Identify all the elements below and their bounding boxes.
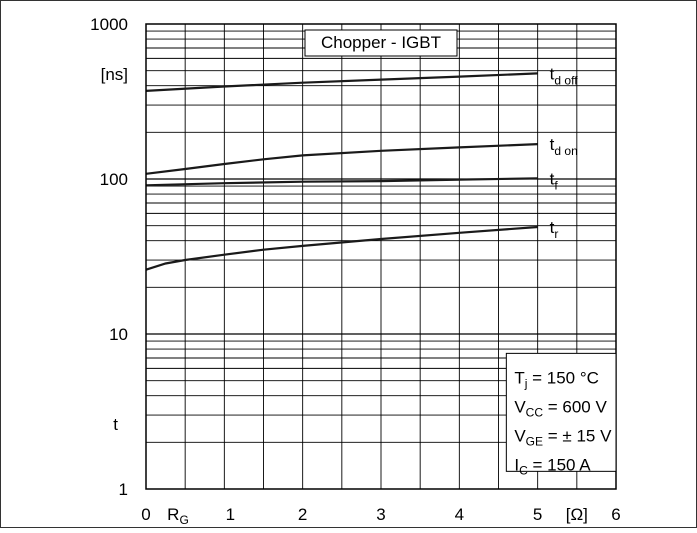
condition-symbol: I xyxy=(514,455,519,474)
series-label-subscript: d on xyxy=(554,144,577,158)
series-label-3: tr xyxy=(550,218,559,241)
series-label-main: t xyxy=(550,218,555,237)
condition-value: = ± 15 V xyxy=(543,426,612,445)
y-tick-labels: 1 10 100 1000 xyxy=(90,15,128,499)
y-tick-label: 100 xyxy=(100,170,128,189)
condition-value: = 150 °C xyxy=(527,368,599,387)
y-axis-label: t xyxy=(113,415,118,434)
series-label-main: t xyxy=(550,64,555,83)
x-tick-label: 5 xyxy=(533,505,542,524)
x-tick-label: 0 xyxy=(141,505,150,524)
x-tick-label: 6 xyxy=(611,505,620,524)
x-tick-label: 2 xyxy=(298,505,307,524)
x-tick-label: 4 xyxy=(455,505,464,524)
condition-value: = 150 A xyxy=(528,455,592,474)
condition-subscript: C xyxy=(519,463,528,477)
condition-subscript: CC xyxy=(526,405,544,419)
y-tick-label: 1 xyxy=(119,480,128,499)
series-line-0 xyxy=(145,72,538,92)
x-axis-label: RG xyxy=(167,505,189,527)
condition-line: VCC = 600 V xyxy=(514,397,607,419)
x-tick-labels: 0 1 2 3 4 5 6 xyxy=(141,505,620,524)
y-tick-label: 1000 xyxy=(90,15,128,34)
condition-symbol: T xyxy=(514,368,524,387)
curves xyxy=(145,72,538,271)
series-label-subscript: d off xyxy=(554,73,578,87)
title-box xyxy=(304,29,458,57)
series-label-main: t xyxy=(550,169,555,188)
condition-subscript: j xyxy=(524,376,528,390)
x-axis-label-subscript: G xyxy=(179,513,188,527)
condition-line: IC = 150 A xyxy=(514,455,591,477)
x-tick-label: 1 xyxy=(226,505,235,524)
condition-symbol: V xyxy=(514,397,526,416)
chart-title: Chopper - IGBT xyxy=(321,33,441,52)
series-label-1: td on xyxy=(550,135,578,158)
series-line-2 xyxy=(145,177,538,187)
y-unit-label: [ns] xyxy=(101,65,128,84)
series-label-subscript: r xyxy=(554,227,558,241)
condition-symbol: V xyxy=(514,426,526,445)
condition-value: = 600 V xyxy=(543,397,607,416)
title-group: Chopper - IGBT xyxy=(304,29,458,57)
x-unit-label: [Ω] xyxy=(566,505,588,524)
y-tick-label: 10 xyxy=(109,325,128,344)
series-label-main: t xyxy=(550,135,555,154)
plot-border xyxy=(145,23,617,490)
series-label-0: td off xyxy=(550,64,579,87)
series-label-2: tf xyxy=(550,169,559,192)
condition-line: VGE = ± 15 V xyxy=(514,426,612,448)
x-tick-label: 3 xyxy=(376,505,385,524)
x-axis-label-main: R xyxy=(167,505,179,524)
series-label-subscript: f xyxy=(554,178,558,192)
series-line-3 xyxy=(145,225,538,271)
series-line-1 xyxy=(145,143,538,175)
condition-subscript: GE xyxy=(526,434,543,448)
conditions-box-frame xyxy=(505,352,617,472)
condition-line: Tj = 150 °C xyxy=(514,368,599,390)
